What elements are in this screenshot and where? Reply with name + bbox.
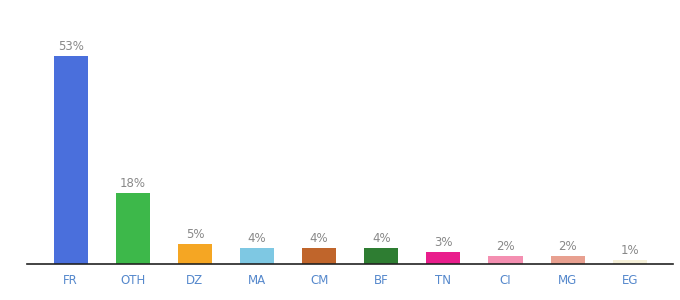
Text: 3%: 3%: [434, 236, 453, 249]
Text: 4%: 4%: [372, 232, 390, 245]
Bar: [54, 56, 88, 264]
Text: 4%: 4%: [248, 232, 267, 245]
Bar: [426, 252, 460, 264]
Bar: [240, 248, 274, 264]
Bar: [178, 244, 212, 264]
Bar: [551, 256, 585, 264]
Text: 53%: 53%: [58, 40, 84, 53]
Text: 2%: 2%: [558, 240, 577, 253]
Bar: [302, 248, 336, 264]
Text: 1%: 1%: [620, 244, 639, 257]
Text: 5%: 5%: [186, 228, 204, 241]
Text: 4%: 4%: [310, 232, 328, 245]
Bar: [488, 256, 522, 264]
Bar: [116, 194, 150, 264]
Bar: [613, 260, 647, 264]
Bar: [364, 248, 398, 264]
Text: 18%: 18%: [120, 177, 146, 190]
Text: 2%: 2%: [496, 240, 515, 253]
